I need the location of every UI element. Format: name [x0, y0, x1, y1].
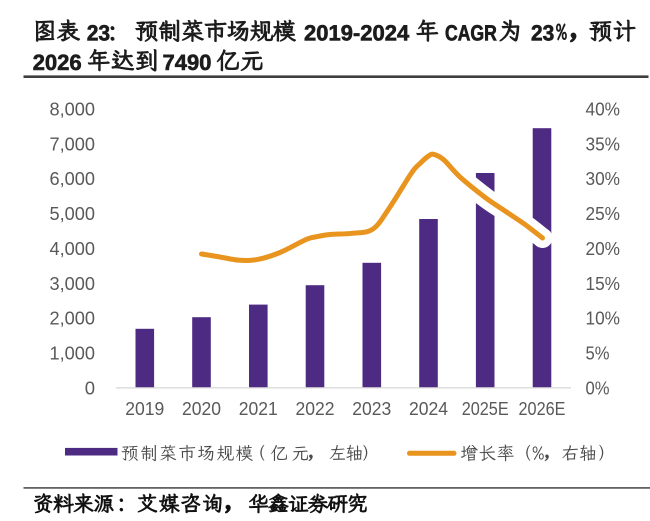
svg-text:2025E: 2025E	[462, 398, 509, 419]
svg-text:15%: 15%	[586, 273, 621, 294]
svg-text:1,000: 1,000	[50, 343, 96, 364]
svg-text:3,000: 3,000	[50, 273, 96, 294]
svg-text:20%: 20%	[586, 238, 621, 259]
svg-text:2020: 2020	[182, 398, 221, 419]
svg-text:2021: 2021	[239, 398, 278, 419]
svg-text:2023: 2023	[352, 398, 391, 419]
svg-text:5,000: 5,000	[50, 203, 96, 224]
svg-text:2,000: 2,000	[50, 308, 96, 329]
svg-text:2026E: 2026E	[519, 398, 566, 419]
svg-text:8,000: 8,000	[50, 99, 96, 120]
svg-text:0%: 0%	[586, 377, 610, 398]
svg-text:2019: 2019	[125, 398, 164, 419]
svg-text:40%: 40%	[586, 99, 621, 120]
svg-text:2022: 2022	[296, 398, 335, 419]
svg-text:30%: 30%	[586, 168, 621, 189]
svg-text:6,000: 6,000	[50, 168, 96, 189]
svg-text:10%: 10%	[586, 308, 621, 329]
svg-text:25%: 25%	[586, 203, 621, 224]
svg-text:35%: 35%	[586, 133, 621, 154]
svg-text:0: 0	[85, 377, 95, 398]
svg-text:7,000: 7,000	[50, 133, 96, 154]
svg-text:5%: 5%	[586, 343, 610, 364]
svg-text:2024: 2024	[409, 398, 448, 419]
svg-text:4,000: 4,000	[50, 238, 96, 259]
